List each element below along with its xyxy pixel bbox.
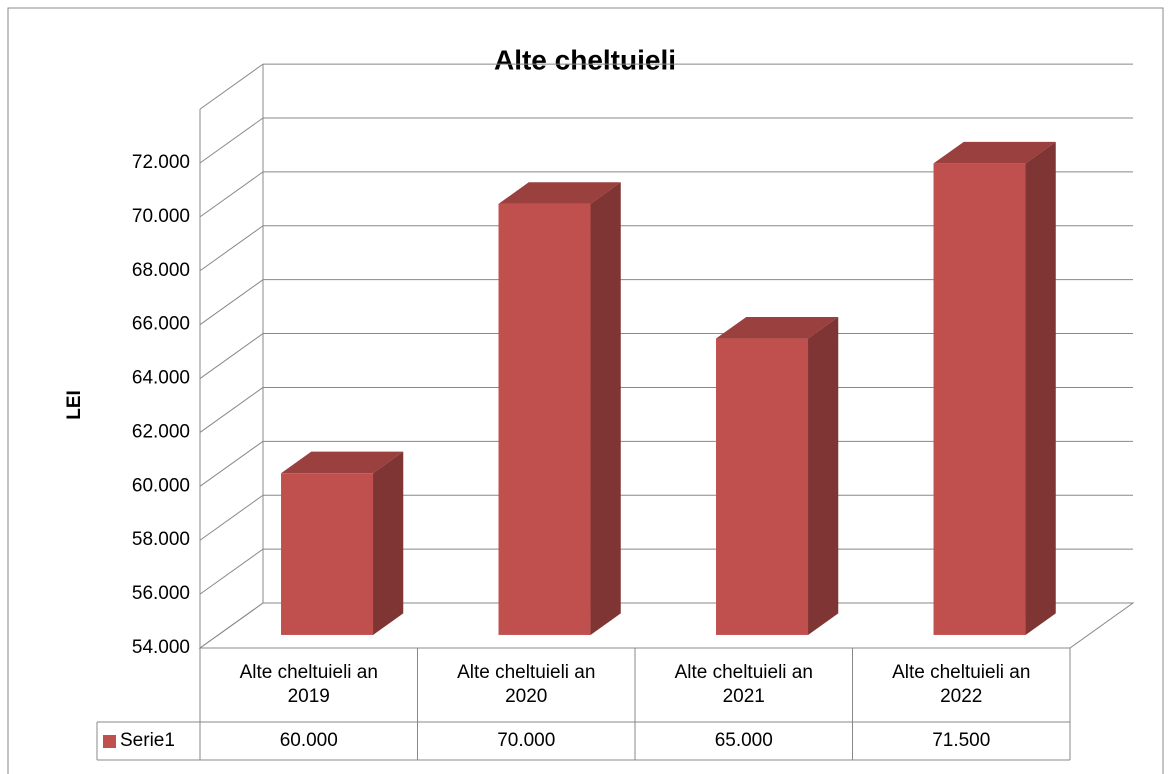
bar-front xyxy=(716,338,809,635)
value-label: 71.500 xyxy=(853,722,1071,760)
grid-line xyxy=(199,494,264,541)
bar-front xyxy=(933,163,1026,635)
y-tick-label: 64.000 xyxy=(132,368,190,389)
category-label-text: Alte cheltuieli an 2019 xyxy=(239,662,378,707)
chart-title: Alte cheltuieli xyxy=(494,44,676,75)
bar-top xyxy=(933,141,1056,164)
legend-label: Serie1 xyxy=(120,730,175,751)
value-label: 70.000 xyxy=(418,722,636,760)
grid-line xyxy=(199,548,264,595)
bar-front xyxy=(498,203,591,635)
bar-top xyxy=(281,451,404,474)
value-label: 60.000 xyxy=(200,722,418,760)
grid-line xyxy=(199,279,264,326)
category-label: Alte cheltuieli an 2019 xyxy=(220,648,398,722)
value-label: 65.000 xyxy=(635,722,853,760)
grid-line xyxy=(199,225,264,272)
grid-line xyxy=(199,440,264,487)
bar-top xyxy=(716,316,839,339)
bar-top xyxy=(498,182,621,204)
chart-border xyxy=(7,7,1164,774)
bar-side xyxy=(373,451,404,635)
grid-line xyxy=(199,333,264,379)
y-tick-label: 62.000 xyxy=(132,421,190,442)
legend-entry: Serie1 xyxy=(97,722,200,760)
y-tick-label: 66.000 xyxy=(132,314,190,335)
category-label: Alte cheltuieli an 2020 xyxy=(438,648,616,722)
category-label-text: Alte cheltuieli an 2020 xyxy=(457,662,596,707)
category-label: Alte cheltuieli an 2021 xyxy=(655,648,833,722)
grid-line xyxy=(199,602,264,649)
y-axis-label: LEI xyxy=(64,390,85,420)
bar-side xyxy=(1025,141,1056,635)
y-tick-label: 58.000 xyxy=(132,529,190,550)
y-tick-label: 54.000 xyxy=(132,637,190,658)
wall-top xyxy=(199,63,264,110)
y-tick-label: 68.000 xyxy=(132,260,190,281)
category-label-text: Alte cheltuieli an 2021 xyxy=(674,662,813,707)
value-label-text: 70.000 xyxy=(497,730,556,751)
bar-side xyxy=(808,316,839,635)
category-label-text: Alte cheltuieli an 2022 xyxy=(892,662,1031,707)
value-label-text: 65.000 xyxy=(714,730,773,751)
legend-swatch xyxy=(103,734,116,748)
y-tick-label: 72.000 xyxy=(132,152,190,173)
bar-side xyxy=(590,182,621,635)
bar-front xyxy=(281,473,374,635)
category-label: Alte cheltuieli an 2022 xyxy=(873,648,1051,722)
y-tick-label: 56.000 xyxy=(132,583,190,604)
value-label-text: 60.000 xyxy=(279,730,338,751)
grid-line xyxy=(199,171,264,218)
y-tick-label: 70.000 xyxy=(132,206,190,227)
grid-line xyxy=(199,117,264,164)
value-label-text: 71.500 xyxy=(932,730,991,751)
grid-line xyxy=(199,387,264,433)
y-tick-label: 60.000 xyxy=(132,475,190,496)
